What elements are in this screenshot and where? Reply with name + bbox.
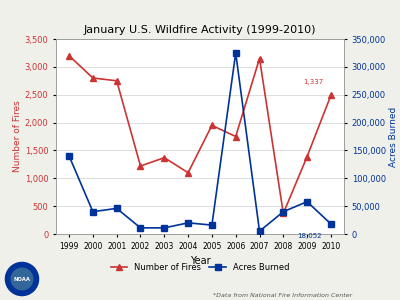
Text: 18,052: 18,052 <box>298 233 322 239</box>
Title: January U.S. Wildfire Activity (1999-2010): January U.S. Wildfire Activity (1999-201… <box>84 26 316 35</box>
Legend: Number of Fires, Acres Burned: Number of Fires, Acres Burned <box>108 259 292 275</box>
Text: 1,337: 1,337 <box>303 79 323 85</box>
X-axis label: Year: Year <box>190 256 210 266</box>
Text: *Data from National Fire Information Center: *Data from National Fire Information Cen… <box>213 293 352 298</box>
Y-axis label: Acres Burned: Acres Burned <box>389 106 398 167</box>
Y-axis label: Number of Fires: Number of Fires <box>13 100 22 172</box>
Circle shape <box>11 268 33 290</box>
Circle shape <box>6 262 38 296</box>
Text: NOAA: NOAA <box>14 277 30 282</box>
